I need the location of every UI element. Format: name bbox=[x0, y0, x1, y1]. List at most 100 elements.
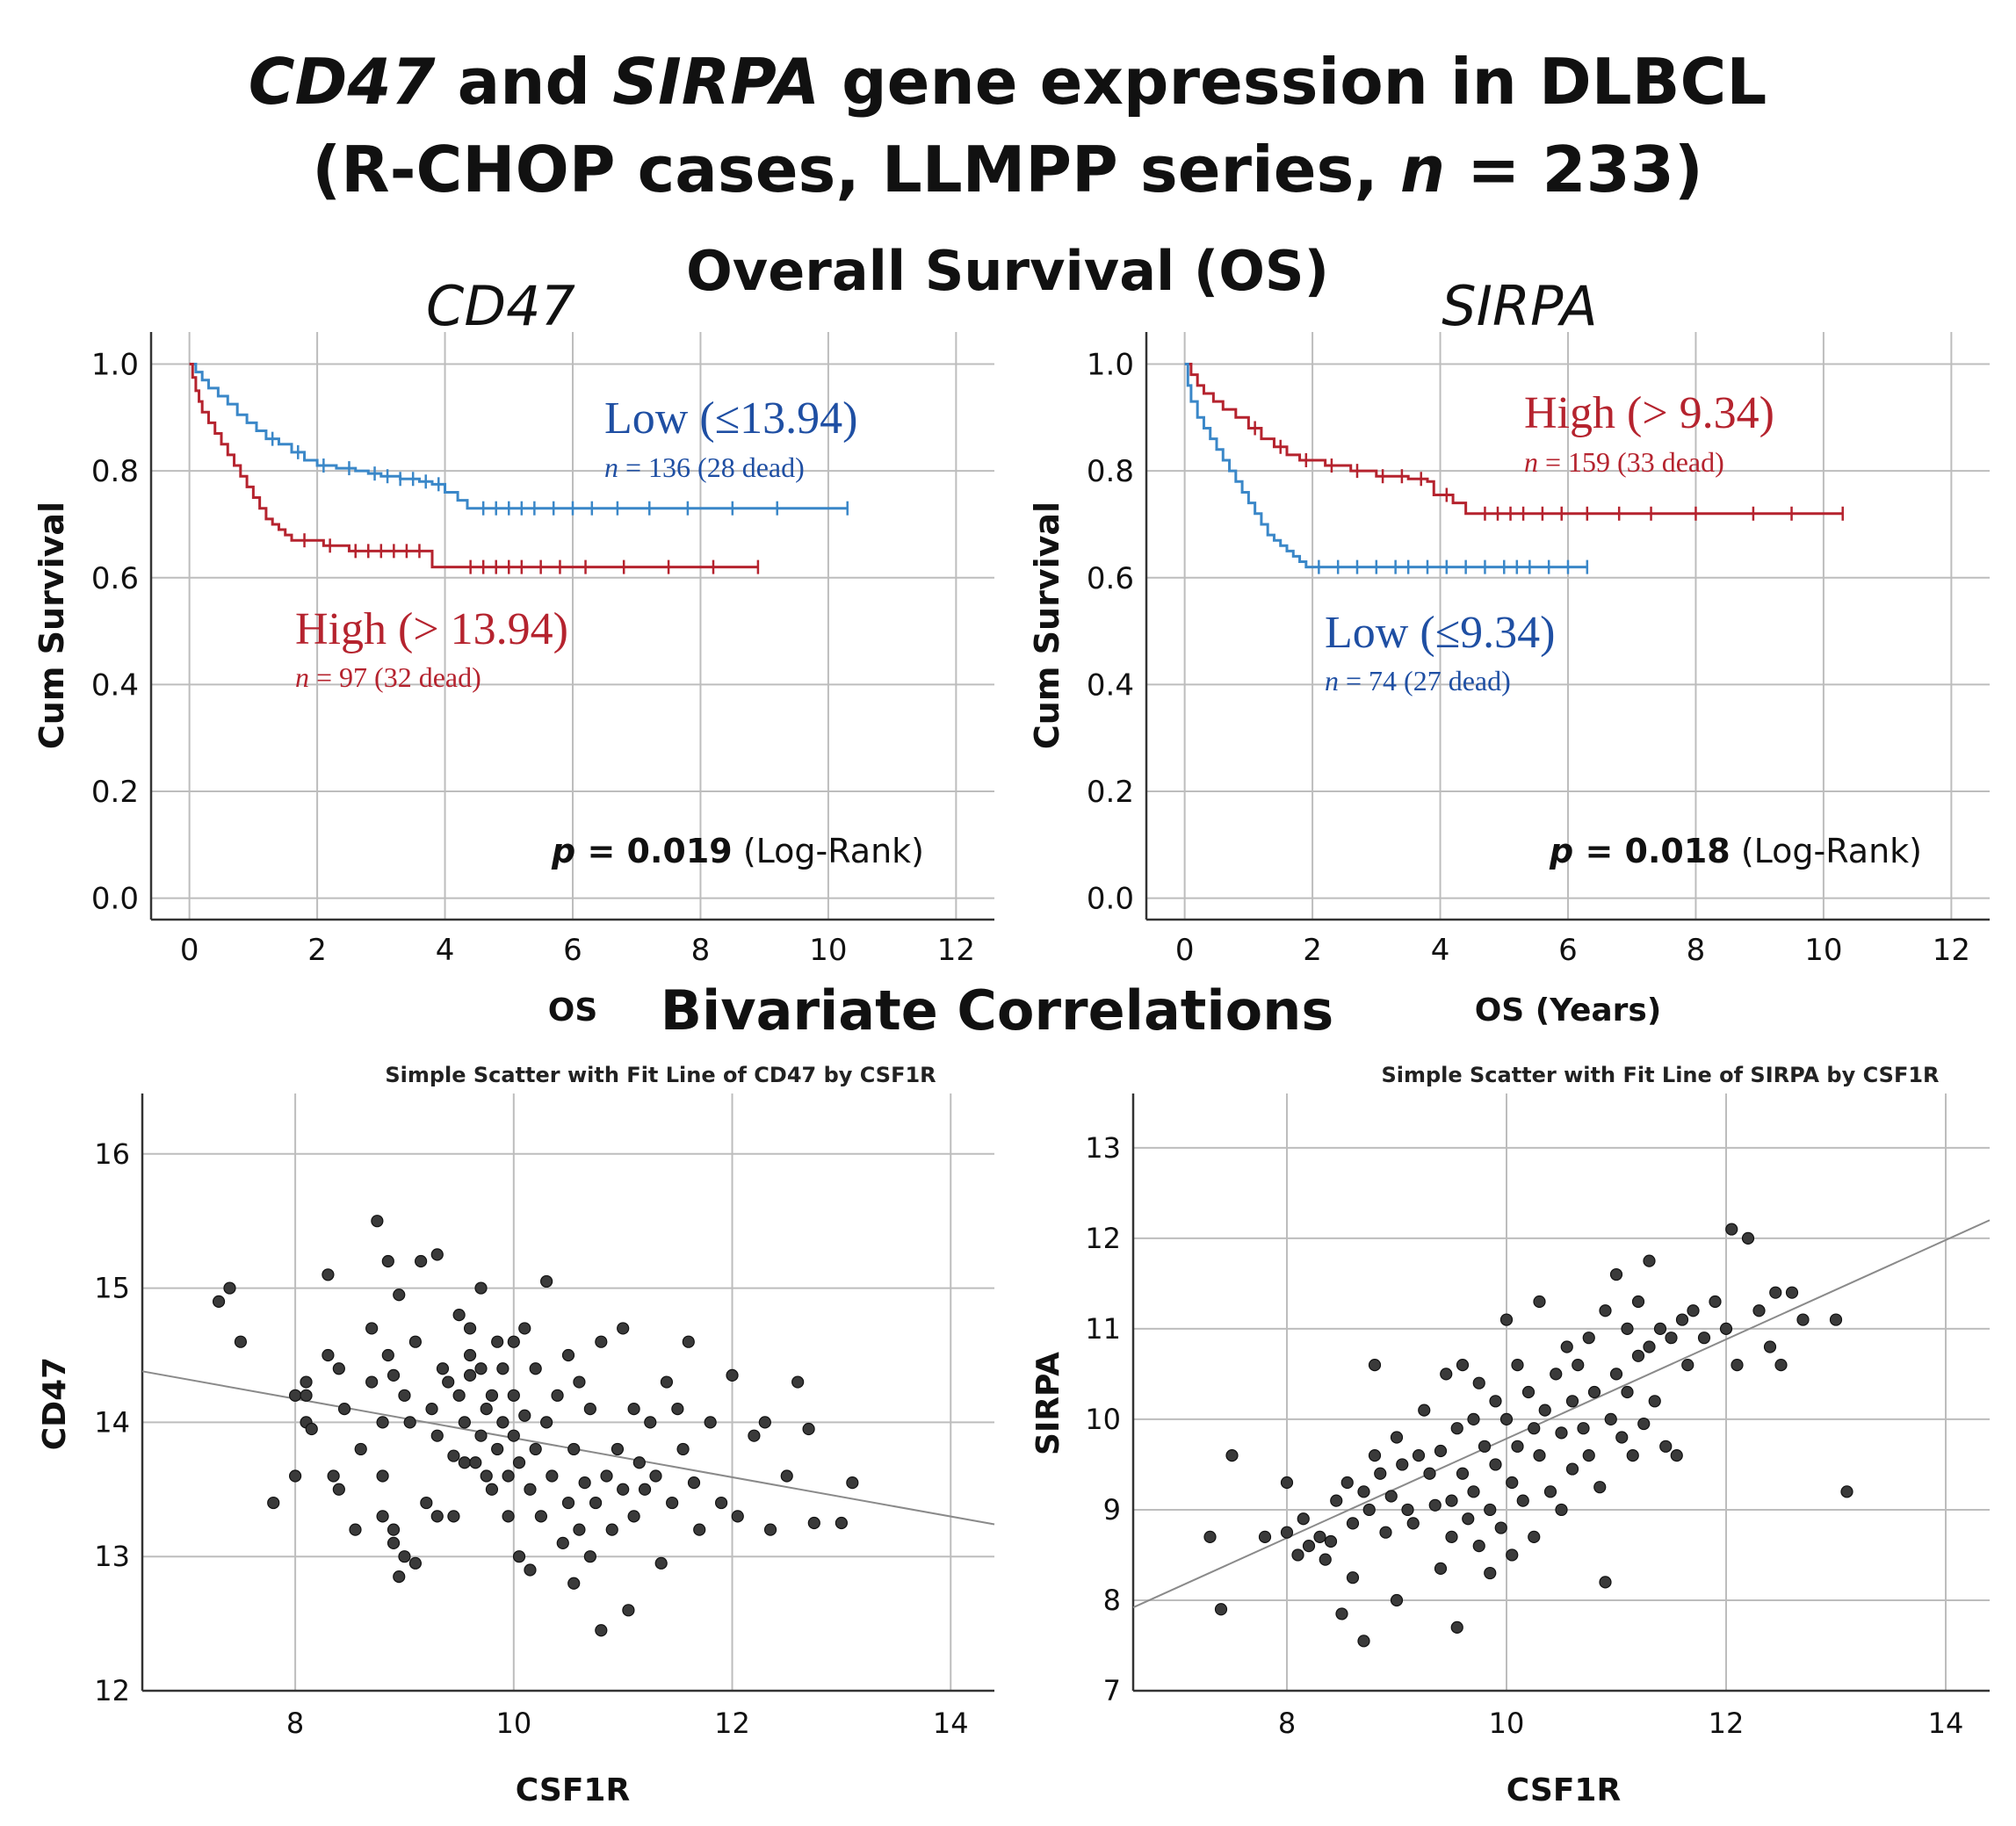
scatter-point bbox=[507, 1429, 520, 1442]
scatter-point bbox=[1774, 1358, 1788, 1372]
scatter-point bbox=[502, 1469, 515, 1483]
km-ytick-label: 0.4 bbox=[91, 668, 139, 703]
km-sirpa-axes: 0 2 4 6 8 10 12 0.0 0.2 0.4 0.6 0.8 1.0 bbox=[1087, 332, 1990, 968]
scatter-point bbox=[398, 1389, 411, 1402]
scatter-point bbox=[408, 1335, 422, 1348]
scatter-point bbox=[1280, 1526, 1294, 1539]
scatter-point bbox=[332, 1483, 345, 1496]
scatter-point bbox=[540, 1274, 553, 1288]
scatter-point bbox=[1555, 1426, 1568, 1440]
scatter-point bbox=[524, 1483, 537, 1496]
scatter-point bbox=[458, 1416, 471, 1429]
scatter-point bbox=[1434, 1562, 1448, 1576]
scatter-point bbox=[1582, 1449, 1595, 1462]
scatter-point bbox=[447, 1510, 460, 1523]
scatter-point bbox=[458, 1456, 471, 1469]
scatter-point bbox=[1357, 1635, 1370, 1648]
scatter-xtick-label: 8 bbox=[286, 1707, 304, 1740]
scatter-point bbox=[1785, 1286, 1799, 1299]
scatter-sirpa-xlabel: CSF1R bbox=[1507, 1772, 1621, 1808]
km-sirpa-series bbox=[1184, 362, 1844, 574]
scatter-point bbox=[354, 1442, 367, 1456]
km-xtick-label: 6 bbox=[563, 933, 582, 968]
scatter-point bbox=[731, 1510, 744, 1523]
km-cd47-legend-low-nsym: n bbox=[604, 451, 618, 483]
scatter-sirpa-csf1r: Simple Scatter with Fit Line of SIRPA by… bbox=[1030, 1063, 1991, 1808]
scatter-point bbox=[1346, 1517, 1360, 1530]
scatter-point bbox=[518, 1409, 531, 1422]
scatter-point bbox=[223, 1281, 236, 1295]
scatter-point bbox=[1406, 1517, 1420, 1530]
scatter-point bbox=[1626, 1449, 1639, 1462]
scatter-point bbox=[300, 1389, 313, 1402]
scatter-point bbox=[1357, 1485, 1370, 1498]
scatter-point bbox=[1280, 1476, 1294, 1490]
km-cd47-xlabel: OS bbox=[548, 992, 598, 1028]
scatter-point bbox=[748, 1429, 761, 1442]
scatter-point bbox=[1533, 1449, 1546, 1462]
scatter-point bbox=[1528, 1530, 1541, 1543]
scatter-point bbox=[1577, 1422, 1590, 1435]
scatter-point bbox=[1615, 1431, 1629, 1444]
km-sirpa-pvalue: p = 0.018 (Log-Rank) bbox=[1549, 832, 1922, 870]
scatter-point bbox=[1418, 1404, 1431, 1417]
scatter-point bbox=[512, 1550, 526, 1563]
km-plot-cd47: CD47 0 2 4 6 8 10 12 0.0 0.2 0.4 0.6 0.8 1.0 Cum Sur… bbox=[33, 274, 994, 1028]
scatter-point bbox=[442, 1375, 455, 1389]
scatter-point bbox=[491, 1442, 504, 1456]
scatter-sirpa-title: Simple Scatter with Fit Line of SIRPA by… bbox=[1381, 1063, 1939, 1087]
scatter-point bbox=[605, 1523, 618, 1536]
km-sirpa-xlabel: OS (Years) bbox=[1475, 992, 1662, 1028]
scatter-point bbox=[1621, 1322, 1634, 1335]
scatter-point bbox=[1763, 1340, 1777, 1353]
km-xtick-label: 10 bbox=[1804, 933, 1842, 968]
scatter-ytick-label: 10 bbox=[1085, 1403, 1121, 1436]
km-sirpa-legend-low-nsym: n bbox=[1325, 665, 1339, 696]
scatter-point bbox=[474, 1429, 488, 1442]
scatter-point bbox=[611, 1442, 625, 1456]
scatter-point bbox=[322, 1268, 335, 1281]
scatter-point bbox=[1346, 1571, 1360, 1584]
km-sirpa-legend-high-n: n = 159 (33 dead) bbox=[1524, 446, 1724, 478]
km-xtick-label: 2 bbox=[1303, 933, 1322, 968]
scatter-point bbox=[578, 1476, 591, 1490]
km-ytick-label: 0.6 bbox=[1087, 561, 1134, 596]
scatter-point bbox=[1340, 1476, 1354, 1490]
scatter-point bbox=[1302, 1540, 1316, 1553]
scatter-xtick-label: 10 bbox=[495, 1707, 531, 1740]
scatter-point bbox=[387, 1368, 401, 1382]
scatter-point bbox=[1511, 1440, 1524, 1453]
scatter-point bbox=[726, 1368, 739, 1382]
scatter-point bbox=[415, 1254, 428, 1268]
scatter-point bbox=[567, 1442, 581, 1456]
km-xtick-label: 8 bbox=[1687, 933, 1706, 968]
scatter-point bbox=[349, 1523, 362, 1536]
scatter-point bbox=[573, 1375, 586, 1389]
scatter-point bbox=[693, 1523, 706, 1536]
scatter-point bbox=[1709, 1295, 1722, 1309]
scatter-point bbox=[1456, 1358, 1470, 1372]
scatter-point bbox=[704, 1416, 717, 1429]
scatter-point bbox=[1484, 1503, 1497, 1517]
scatter-point bbox=[763, 1523, 777, 1536]
scatter-point bbox=[561, 1348, 575, 1362]
scatter-point bbox=[387, 1536, 401, 1550]
km-ytick-label: 0.4 bbox=[1087, 668, 1134, 703]
scatter-xtick-label: 14 bbox=[933, 1707, 969, 1740]
km-cd47-legend-high-n: n = 97 (32 dead) bbox=[295, 661, 481, 693]
km-sirpa-p-test: (Log-Rank) bbox=[1731, 832, 1922, 870]
os-section-title: Overall Survival (OS) bbox=[686, 239, 1329, 303]
scatter-point bbox=[1550, 1368, 1563, 1381]
figure-title-line2: (R-CHOP cases, LLMPP series, n = 233) bbox=[312, 133, 1703, 206]
scatter-point bbox=[1499, 1313, 1514, 1326]
scatter-point bbox=[420, 1496, 433, 1510]
scatter-point bbox=[387, 1523, 401, 1536]
scatter-point bbox=[846, 1476, 859, 1490]
scatter-point bbox=[1609, 1368, 1623, 1381]
scatter-point bbox=[430, 1248, 444, 1261]
scatter-point bbox=[425, 1403, 438, 1416]
km-xtick-label: 10 bbox=[809, 933, 847, 968]
scatter-point bbox=[480, 1403, 493, 1416]
scatter-point bbox=[632, 1456, 646, 1469]
km-cd47-legend-high-nsym: n bbox=[295, 661, 309, 693]
